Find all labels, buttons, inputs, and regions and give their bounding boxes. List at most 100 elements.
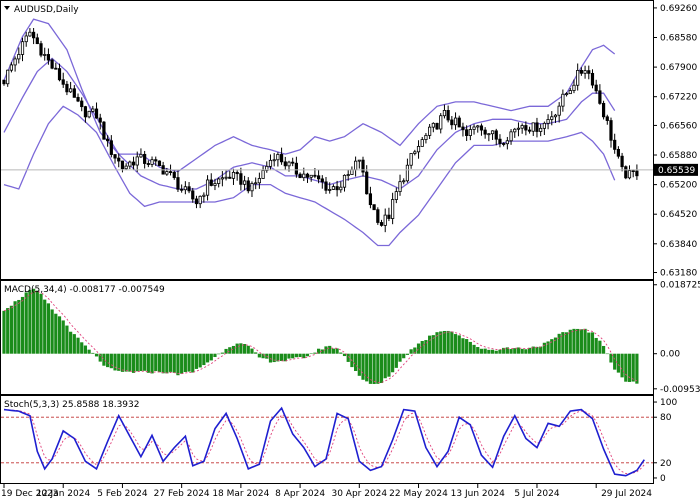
candle <box>602 101 604 120</box>
macd-bar <box>147 354 150 373</box>
macd-bar <box>210 354 213 361</box>
stoch-tick-label: 0 <box>660 474 666 484</box>
candle <box>210 173 212 186</box>
stoch-label: Stoch(5,3,3) 25.8588 18.3932 <box>4 400 139 410</box>
macd-bar <box>495 351 498 354</box>
candle <box>340 181 342 192</box>
candle <box>254 177 256 189</box>
macd-bar <box>43 300 46 354</box>
macd-bar <box>132 354 135 373</box>
x-tick-label: 5 Feb 2024 <box>97 489 148 499</box>
macd-histogram <box>2 289 638 384</box>
candle <box>188 182 190 193</box>
macd-bar <box>191 354 194 373</box>
price-tick-label: 0.65880 <box>660 151 697 161</box>
macd-bar <box>328 346 331 354</box>
macd-bar <box>176 354 179 376</box>
macd-bar <box>17 300 20 354</box>
candle <box>21 38 23 61</box>
candle <box>458 116 460 128</box>
collapse-triangle-icon[interactable] <box>4 6 10 10</box>
macd-bar <box>258 354 261 358</box>
candle <box>232 169 234 185</box>
candle <box>247 177 249 193</box>
candle <box>414 150 416 156</box>
candle <box>484 127 486 139</box>
macd-bar <box>358 354 361 376</box>
candle <box>84 106 86 123</box>
macd-bar <box>184 354 187 372</box>
candle <box>613 134 615 154</box>
candle <box>217 177 219 187</box>
candle <box>558 102 560 122</box>
macd-bar <box>165 354 168 374</box>
price-tick-label: 0.67900 <box>660 63 697 73</box>
macd-label: MACD(5,34,4) -0.008177 -0.007549 <box>4 285 165 295</box>
macd-bar <box>491 350 494 354</box>
candle <box>625 165 627 179</box>
candle <box>321 175 323 189</box>
stoch-tick-label: 20 <box>660 459 672 469</box>
x-tick-label: 18 Mar 2024 <box>212 489 269 499</box>
macd-bar <box>187 354 190 372</box>
candle <box>421 137 423 147</box>
macd-bar <box>635 354 638 384</box>
macd-bar <box>162 354 165 374</box>
macd-bar <box>65 326 68 354</box>
candle <box>284 157 286 170</box>
candle <box>510 129 512 145</box>
price-tick-label: 0.69260 <box>660 4 697 14</box>
candle <box>125 163 127 170</box>
macd-bar <box>443 331 446 354</box>
macd-bar <box>154 354 157 371</box>
macd-tick-label: 0.018725 <box>660 281 700 291</box>
candle <box>295 157 297 178</box>
candle <box>532 123 534 136</box>
candle <box>403 178 405 184</box>
macd-bar <box>521 349 524 354</box>
macd-pane-frame <box>1 281 654 395</box>
candle <box>299 172 301 177</box>
candle <box>192 188 194 203</box>
macd-bar <box>128 354 131 372</box>
candle <box>428 124 430 139</box>
macd-bar <box>2 311 5 354</box>
macd-bar <box>202 354 205 365</box>
symbol-label: AUDUSD,Daily <box>14 5 79 15</box>
macd-bar <box>25 292 28 353</box>
macd-bar <box>125 354 128 372</box>
candle <box>221 171 223 186</box>
macd-bar <box>546 341 549 353</box>
candle <box>203 192 205 202</box>
macd-bar <box>69 332 72 354</box>
stoch-main-line <box>4 408 644 476</box>
macd-signal-line <box>4 292 637 383</box>
candle <box>66 81 68 95</box>
candle <box>473 124 475 134</box>
price-tick-label: 0.67220 <box>660 93 697 103</box>
candle <box>621 153 623 171</box>
x-tick-label: 30 Apr 2024 <box>331 489 387 499</box>
candle <box>358 160 360 169</box>
candle <box>462 123 464 137</box>
macd-bar <box>247 346 250 354</box>
candle <box>514 128 516 138</box>
macd-bar <box>361 354 364 380</box>
macd-bar <box>595 338 598 354</box>
macd-bar <box>213 354 216 357</box>
macd-tick-label: 0.00 <box>660 350 680 360</box>
macd-bar <box>228 347 231 353</box>
candle <box>332 184 334 190</box>
candle <box>517 122 519 136</box>
macd-bar <box>88 350 91 354</box>
candle <box>440 113 442 133</box>
x-tick-label: 5 Jul 2024 <box>514 489 559 499</box>
candle <box>451 116 453 129</box>
candle <box>62 73 64 88</box>
candle <box>291 158 293 166</box>
x-tick-label: 8 Apr 2024 <box>275 489 325 499</box>
candle <box>14 56 16 71</box>
